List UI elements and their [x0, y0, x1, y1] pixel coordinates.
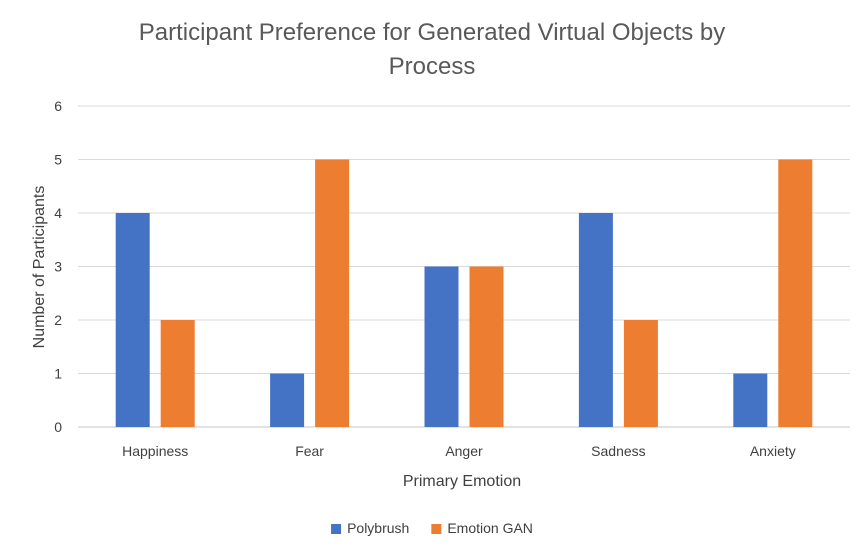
x-tick-label: Anger — [445, 443, 483, 459]
chart-title-line-1: Participant Preference for Generated Vir… — [139, 19, 726, 46]
y-axis-label: Number of Participants — [31, 186, 48, 349]
bar-emotion-gan-happiness — [160, 320, 195, 427]
x-tick-label: Happiness — [122, 443, 188, 459]
y-tick-label: 3 — [54, 259, 62, 275]
bar-polybrush-sadness — [578, 213, 613, 427]
bar-emotion-gan-anger — [469, 266, 504, 427]
bar-polybrush-fear — [270, 373, 305, 427]
gridlines — [78, 105, 850, 428]
x-tick-label: Fear — [295, 443, 324, 459]
x-tick-label: Sadness — [591, 443, 645, 459]
y-axis-ticks: 0 1 2 3 4 5 6 — [54, 98, 62, 435]
chart-title-line-2: Process — [389, 53, 476, 80]
legend-item-emotion-gan: Emotion GAN — [431, 520, 533, 536]
y-tick-label: 5 — [54, 152, 62, 168]
y-tick-label: 0 — [54, 419, 62, 435]
y-tick-label: 1 — [54, 366, 62, 382]
x-axis-label: Primary Emotion — [403, 473, 521, 490]
legend-swatch — [331, 524, 342, 534]
bars — [115, 159, 813, 427]
bar-polybrush-anger — [424, 266, 459, 427]
bar-emotion-gan-anxiety — [778, 159, 813, 427]
legend-item-polybrush: Polybrush — [331, 520, 409, 536]
x-axis-ticks: Happiness Fear Anger Sadness Anxiety — [122, 443, 796, 459]
x-tick-label: Anxiety — [750, 443, 796, 459]
bar-emotion-gan-fear — [315, 159, 350, 427]
bar-polybrush-happiness — [115, 213, 150, 427]
bar-emotion-gan-sadness — [623, 320, 658, 427]
bar-polybrush-anxiety — [733, 373, 768, 427]
legend-label: Emotion GAN — [447, 520, 533, 536]
y-tick-label: 6 — [54, 98, 62, 114]
y-tick-label: 4 — [54, 205, 62, 221]
legend: Polybrush Emotion GAN — [331, 520, 533, 536]
legend-label: Polybrush — [347, 520, 409, 536]
legend-swatch — [431, 524, 442, 534]
y-tick-label: 2 — [54, 312, 62, 328]
